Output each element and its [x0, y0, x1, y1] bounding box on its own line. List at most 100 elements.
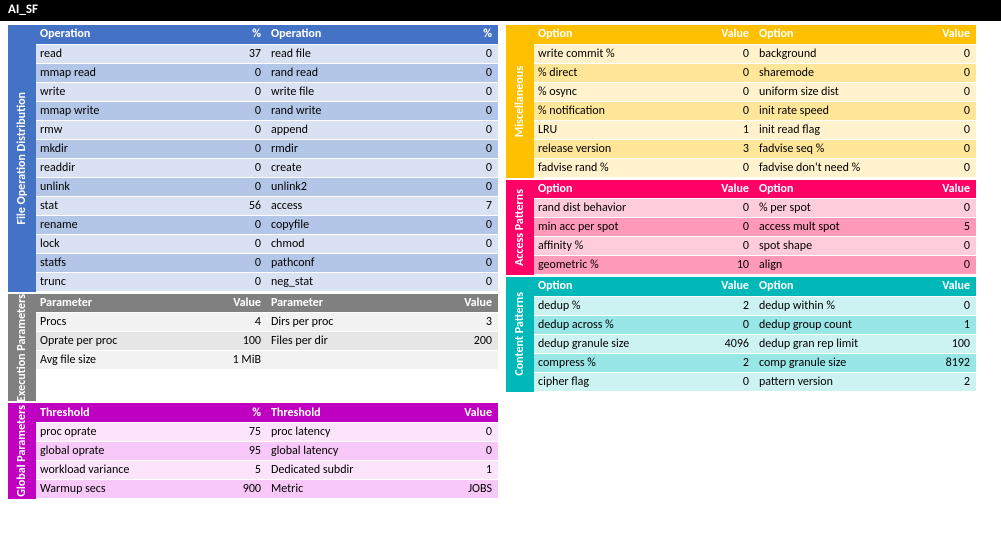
table-row: dedup across %0dedup group count1: [534, 315, 976, 334]
param-value: 0: [906, 237, 976, 256]
file-operation-distribution: File Operation Distribution Operation%Op…: [8, 25, 498, 292]
param-name: sharemode: [755, 63, 906, 82]
param-value: 0: [413, 44, 498, 63]
param-name: release version: [534, 139, 685, 158]
param-name: unlink: [36, 177, 182, 196]
param-value: 2: [685, 353, 755, 372]
table-row: % notification0init rate speed0: [534, 101, 976, 120]
param-value: JOBS: [413, 479, 498, 498]
column-header: Value: [685, 180, 755, 199]
param-value: 0: [685, 372, 755, 391]
param-name: fadvise seq %: [755, 139, 906, 158]
param-name: spot shape: [755, 237, 906, 256]
param-value: 0: [906, 63, 976, 82]
param-value: 0: [685, 101, 755, 120]
param-value: 1 MiB: [182, 351, 267, 370]
table-row: release version3fadvise seq %0: [534, 139, 976, 158]
table-row: dedup granule size4096dedup gran rep lim…: [534, 334, 976, 353]
param-name: background: [755, 44, 906, 63]
param-value: 8192: [906, 353, 976, 372]
param-name: comp granule size: [755, 353, 906, 372]
column-header: Value: [182, 294, 267, 313]
param-name: init read flag: [755, 120, 906, 139]
param-name: fadvise rand %: [534, 158, 685, 177]
param-name: geometric %: [534, 256, 685, 275]
column-header: Option: [755, 180, 906, 199]
param-name: append: [267, 120, 413, 139]
param-value: 0: [906, 256, 976, 275]
param-name: statfs: [36, 253, 182, 272]
table-row: Oprate per proc100Files per dir200: [36, 332, 498, 351]
param-value: 0: [182, 215, 267, 234]
column-header: Option: [534, 180, 685, 199]
param-value: 3: [685, 139, 755, 158]
table-row: fadvise rand %0fadvise don't need %0: [534, 158, 976, 177]
column-header: Value: [906, 25, 976, 44]
param-name: proc oprate: [36, 422, 182, 441]
param-name: dedup across %: [534, 315, 685, 334]
column-header: Option: [755, 25, 906, 44]
param-value: 0: [685, 199, 755, 218]
param-value: 10: [685, 256, 755, 275]
param-name: Procs: [36, 313, 182, 332]
param-name: mkdir: [36, 139, 182, 158]
cont-tab: Content Patterns: [506, 277, 534, 392]
table-row: geometric %10align0: [534, 256, 976, 275]
param-value: 0: [413, 63, 498, 82]
param-name: rand read: [267, 63, 413, 82]
table-row: min acc per spot0access mult spot5: [534, 218, 976, 237]
column-header: %: [182, 25, 267, 44]
param-name: fadvise don't need %: [755, 158, 906, 177]
param-name: copyfile: [267, 215, 413, 234]
file-ops-tab: File Operation Distribution: [8, 25, 36, 292]
table-row: mmap write0rand write0: [36, 101, 498, 120]
param-name: write file: [267, 82, 413, 101]
param-value: 0: [906, 199, 976, 218]
table-row: lock0chmod0: [36, 234, 498, 253]
param-value: 0: [182, 120, 267, 139]
param-value: 0: [182, 139, 267, 158]
param-value: 0: [685, 237, 755, 256]
table-row: % direct0sharemode0: [534, 63, 976, 82]
param-name: % notification: [534, 101, 685, 120]
param-name: readdir: [36, 158, 182, 177]
column-header: Value: [413, 403, 498, 422]
param-name: unlink2: [267, 177, 413, 196]
param-value: 0: [906, 44, 976, 63]
param-name: rmdir: [267, 139, 413, 158]
param-value: 0: [182, 234, 267, 253]
main-layout: File Operation Distribution Operation%Op…: [0, 21, 1001, 509]
param-value: 0: [413, 215, 498, 234]
param-value: 0: [413, 272, 498, 291]
column-header: Value: [685, 277, 755, 296]
param-name: Avg file size: [36, 351, 182, 370]
param-name: global oprate: [36, 441, 182, 460]
param-name: neg_stat: [267, 272, 413, 291]
param-value: 0: [413, 120, 498, 139]
table-row: unlink0unlink20: [36, 177, 498, 196]
param-value: 0: [413, 177, 498, 196]
param-name: align: [755, 256, 906, 275]
param-value: 200: [413, 332, 498, 351]
content-patterns: Content Patterns OptionValueOptionValued…: [506, 277, 976, 392]
param-value: 1: [413, 460, 498, 479]
param-name: cipher flag: [534, 372, 685, 391]
param-value: 0: [906, 296, 976, 315]
column-header: Option: [534, 277, 685, 296]
param-value: 2: [685, 296, 755, 315]
column-header: Threshold: [36, 403, 182, 422]
param-name: read: [36, 44, 182, 63]
column-header: Operation: [267, 25, 413, 44]
param-name: Files per dir: [267, 332, 413, 351]
param-name: dedup group count: [755, 315, 906, 334]
table-row: % osync0uniform size dist0: [534, 82, 976, 101]
table-row: readdir0create0: [36, 158, 498, 177]
param-value: 0: [906, 101, 976, 120]
file_ops-table: Operation%Operation%read37read file0mmap…: [36, 25, 498, 292]
table-row: rmw0append0: [36, 120, 498, 139]
param-name: dedup gran rep limit: [755, 334, 906, 353]
table-row: read37read file0: [36, 44, 498, 63]
acc-tab: Access Patterns: [506, 180, 534, 276]
param-value: 0: [413, 422, 498, 441]
access-patterns: Access Patterns OptionValueOptionValuera…: [506, 180, 976, 276]
